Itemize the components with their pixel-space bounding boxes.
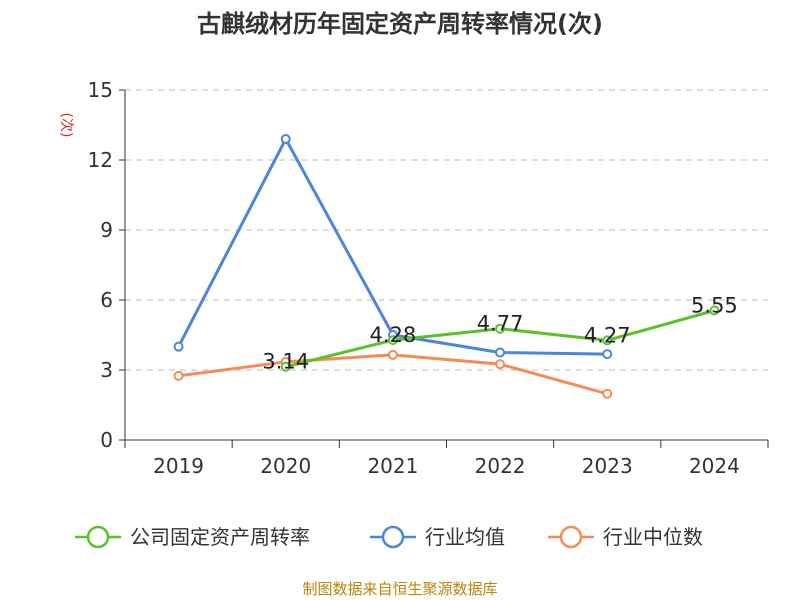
- data-point: [495, 347, 506, 358]
- data-point: [709, 305, 720, 316]
- data-label: 4.77: [477, 312, 524, 336]
- data-label-layer: 3.14 4.28 4.77 4.27 5.55: [262, 294, 737, 374]
- data-point: [602, 349, 613, 360]
- y-axis-label: (次): [58, 113, 74, 138]
- data-point: [280, 134, 291, 144]
- y-tick-label: 15: [88, 78, 113, 102]
- legend-marker: [381, 525, 405, 549]
- data-point: [602, 335, 613, 346]
- legend-item: 行业中位数: [548, 525, 703, 549]
- data-point: [387, 335, 398, 346]
- x-tick-label: 2022: [475, 454, 526, 478]
- data-label: 5.55: [691, 294, 738, 318]
- x-tick-label: 2019: [153, 454, 204, 478]
- data-label: 4.27: [584, 323, 631, 347]
- y-tick-label: 9: [100, 218, 113, 242]
- x-tick-label: 2020: [260, 454, 311, 478]
- chart-title: 古麒绒材历年固定资产周转率情况(次): [197, 10, 603, 38]
- x-tick-label: 2023: [582, 454, 633, 478]
- data-point: [173, 341, 184, 352]
- x-tick-label: 2024: [689, 454, 740, 478]
- data-label: 3.14: [262, 350, 309, 374]
- data-point: [495, 359, 506, 370]
- legend-label: 行业均值: [425, 525, 505, 549]
- legend: 公司固定资产周转率 行业均值 行业中位数: [75, 525, 703, 549]
- grid-layer: [125, 89, 768, 371]
- y-tick-label: 3: [100, 358, 113, 382]
- data-point: [602, 388, 613, 399]
- legend-label: 行业中位数: [603, 525, 703, 549]
- legend-label: 公司固定资产周转率: [130, 525, 310, 549]
- legend-marker: [86, 525, 110, 549]
- data-point: [495, 323, 506, 334]
- series-layer: [173, 134, 720, 399]
- y-tick-label: 0: [100, 428, 113, 452]
- axis-layer: 0 3 6 9 12 15 2019 2020 2021 2022 2023 2024: [88, 78, 769, 478]
- data-point: [173, 370, 184, 381]
- data-label: 4.28: [370, 323, 417, 347]
- legend-marker: [559, 525, 583, 549]
- data-point: [280, 361, 291, 372]
- legend-item: 行业均值: [370, 525, 505, 549]
- source-footer: 制图数据来自恒生聚源数据库: [302, 580, 498, 598]
- x-tick-label: 2021: [367, 454, 418, 478]
- data-point: [387, 349, 398, 360]
- legend-item: 公司固定资产周转率: [75, 525, 310, 549]
- y-tick-label: 6: [100, 288, 113, 312]
- series-line: [177, 137, 608, 356]
- series-line: [178, 353, 608, 396]
- y-tick-label: 12: [88, 148, 113, 172]
